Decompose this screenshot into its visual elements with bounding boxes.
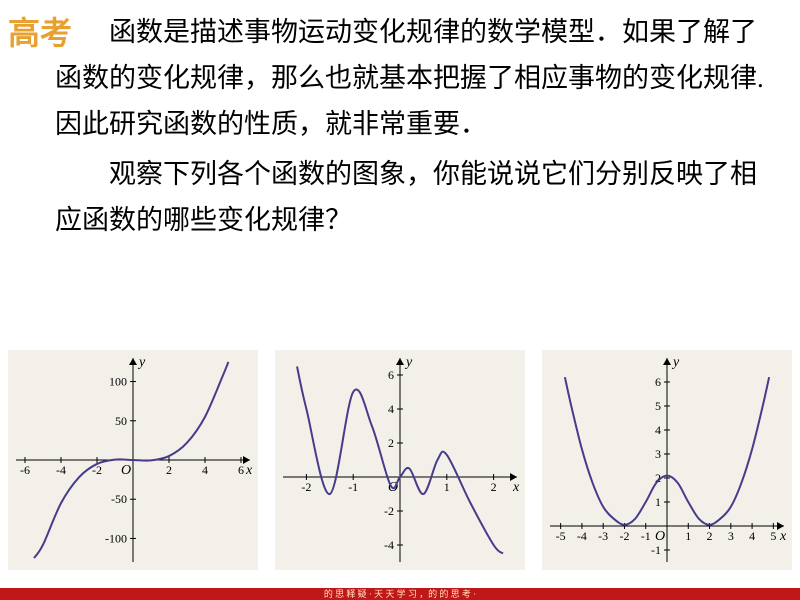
svg-text:2: 2 — [166, 463, 172, 477]
svg-text:-4: -4 — [577, 529, 587, 543]
svg-text:3: 3 — [655, 447, 661, 461]
svg-text:1: 1 — [685, 529, 691, 543]
chart-w-shape: xyO-5-4-3-2-112345-1123456 — [542, 350, 792, 570]
svg-text:6: 6 — [238, 463, 244, 477]
svg-text:4: 4 — [655, 423, 661, 437]
svg-text:2: 2 — [388, 436, 394, 450]
svg-text:-1: -1 — [640, 529, 650, 543]
svg-text:-6: -6 — [20, 463, 30, 477]
svg-text:x: x — [512, 480, 520, 495]
svg-text:1: 1 — [655, 495, 661, 509]
svg-text:O: O — [121, 463, 131, 478]
charts-row: x y O -6 -4 -2 2 4 6 -100 -50 50 100 x y O -2 -1 1 2 -4 -2 2 4… — [0, 350, 800, 580]
svg-text:-50: -50 — [111, 492, 127, 506]
svg-text:-5: -5 — [555, 529, 565, 543]
svg-text:1: 1 — [444, 480, 450, 494]
svg-text:O: O — [655, 529, 665, 544]
svg-text:-1: -1 — [651, 543, 661, 557]
svg-text:5: 5 — [770, 529, 776, 543]
svg-text:-2: -2 — [619, 529, 629, 543]
svg-text:50: 50 — [115, 414, 127, 428]
body-text: 函数是描述事物运动变化规律的数学模型．如果了解了函数的变化规律，那么也就基本把握… — [55, 10, 780, 247]
svg-text:-4: -4 — [56, 463, 66, 477]
svg-text:6: 6 — [655, 375, 661, 389]
svg-text:-100: -100 — [105, 531, 127, 545]
chart-cubic: xyO-6-4-2246-100-5050100 — [8, 350, 258, 570]
svg-text:x: x — [779, 529, 787, 544]
svg-text:4: 4 — [749, 529, 755, 543]
svg-text:y: y — [671, 355, 680, 370]
svg-text:100: 100 — [109, 375, 127, 389]
svg-text:-3: -3 — [598, 529, 608, 543]
svg-text:-4: -4 — [384, 538, 394, 552]
svg-text:4: 4 — [388, 402, 394, 416]
svg-text:4: 4 — [202, 463, 208, 477]
svg-text:-2: -2 — [384, 504, 394, 518]
svg-text:2: 2 — [491, 480, 497, 494]
svg-text:y: y — [137, 355, 146, 370]
svg-text:5: 5 — [655, 399, 661, 413]
paragraph-2: 观察下列各个函数的图象，你能说说它们分别反映了相应函数的哪些变化规律？ — [55, 152, 780, 244]
svg-text:y: y — [404, 355, 413, 370]
svg-text:6: 6 — [388, 368, 394, 382]
svg-text:-2: -2 — [301, 480, 311, 494]
svg-text:x: x — [245, 463, 253, 478]
svg-text:-1: -1 — [348, 480, 358, 494]
chart-oscillating: xyO-2-112-4-2246 — [275, 350, 525, 570]
svg-text:3: 3 — [727, 529, 733, 543]
paragraph-1: 函数是描述事物运动变化规律的数学模型．如果了解了函数的变化规律，那么也就基本把握… — [55, 10, 780, 148]
footer-bar: 的 思 释 疑 · 天 天 学 习 ，的 的 思 考 · — [0, 588, 800, 600]
svg-text:2: 2 — [706, 529, 712, 543]
